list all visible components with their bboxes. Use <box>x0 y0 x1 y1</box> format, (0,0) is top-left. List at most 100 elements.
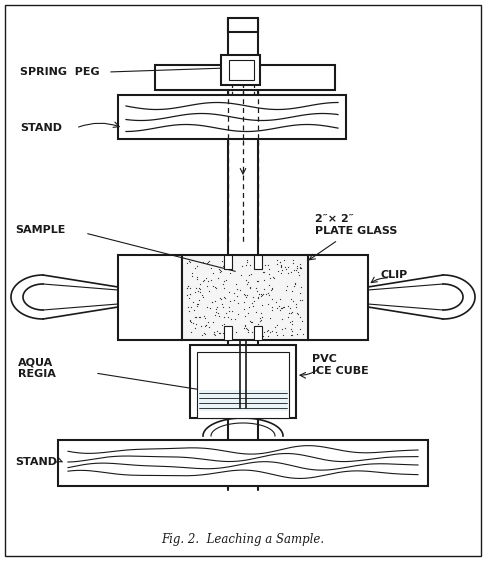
Point <box>221 324 228 333</box>
Point <box>288 330 295 339</box>
Point <box>284 269 292 278</box>
Point <box>216 329 224 338</box>
Point <box>183 291 191 300</box>
Point <box>208 297 216 306</box>
Point <box>266 274 274 283</box>
Point <box>236 285 243 294</box>
Point <box>248 328 256 337</box>
Point <box>268 295 276 304</box>
Point <box>244 309 252 318</box>
Point <box>246 316 254 325</box>
Point <box>205 322 213 331</box>
Point <box>208 276 215 285</box>
Point <box>185 282 192 291</box>
Point <box>224 256 231 265</box>
Point <box>289 259 297 268</box>
Bar <box>58 440 428 486</box>
Point <box>220 283 227 292</box>
Point <box>289 255 297 264</box>
Point <box>241 289 248 298</box>
Point <box>270 273 278 282</box>
Bar <box>224 255 232 269</box>
Point <box>291 278 299 287</box>
Point <box>252 283 260 292</box>
Point <box>186 290 194 299</box>
Point <box>288 327 296 335</box>
Point <box>261 260 269 269</box>
Point <box>256 324 263 333</box>
Point <box>274 266 282 275</box>
Point <box>260 275 268 284</box>
Point <box>267 286 275 295</box>
Point <box>254 277 262 286</box>
Point <box>243 324 250 333</box>
Point <box>297 264 305 273</box>
Point <box>237 270 245 279</box>
Point <box>246 283 254 292</box>
Point <box>248 318 256 327</box>
Point <box>243 276 250 285</box>
Point <box>277 260 285 269</box>
Point <box>284 312 292 321</box>
Point <box>290 265 298 274</box>
Point <box>246 270 254 279</box>
Point <box>295 296 303 305</box>
Point <box>225 312 232 321</box>
Point <box>191 324 199 333</box>
Point <box>287 330 295 339</box>
Point <box>299 330 307 339</box>
Point <box>252 307 260 316</box>
Point <box>241 304 248 313</box>
Point <box>187 328 195 337</box>
Point <box>185 257 193 266</box>
Point <box>204 258 211 267</box>
Point <box>250 264 258 273</box>
Point <box>227 315 235 324</box>
Point <box>273 320 281 329</box>
Point <box>191 264 199 273</box>
Point <box>234 299 242 308</box>
Point <box>213 302 221 311</box>
Point <box>268 302 276 311</box>
Point <box>233 285 241 294</box>
Point <box>226 268 234 277</box>
Point <box>211 297 219 306</box>
Point <box>225 261 232 270</box>
Bar <box>221 55 260 85</box>
Point <box>288 317 296 326</box>
Point <box>254 319 261 328</box>
Point <box>187 316 194 325</box>
Point <box>278 263 285 272</box>
Point <box>296 313 304 322</box>
Point <box>254 292 262 301</box>
Point <box>244 277 252 286</box>
Point <box>240 298 248 307</box>
Point <box>199 258 207 267</box>
Point <box>207 264 215 273</box>
Point <box>188 317 195 326</box>
Point <box>270 274 278 283</box>
Bar <box>197 352 289 418</box>
Point <box>191 288 199 297</box>
Point <box>272 297 280 306</box>
Point <box>264 326 272 335</box>
Point <box>294 263 301 272</box>
Point <box>293 329 300 338</box>
Text: PVC
ICE CUBE: PVC ICE CUBE <box>312 354 369 376</box>
Bar <box>155 65 335 90</box>
Point <box>209 282 217 291</box>
Point <box>253 260 260 269</box>
Point <box>278 314 286 323</box>
Point <box>258 300 266 309</box>
Point <box>263 300 271 309</box>
Point <box>278 330 286 339</box>
Point <box>257 314 264 323</box>
Point <box>287 268 295 277</box>
Point <box>185 306 193 315</box>
Point <box>220 312 228 321</box>
Point <box>240 323 248 332</box>
Point <box>189 297 197 306</box>
Point <box>277 268 284 277</box>
Point <box>253 276 260 285</box>
Point <box>268 305 276 314</box>
